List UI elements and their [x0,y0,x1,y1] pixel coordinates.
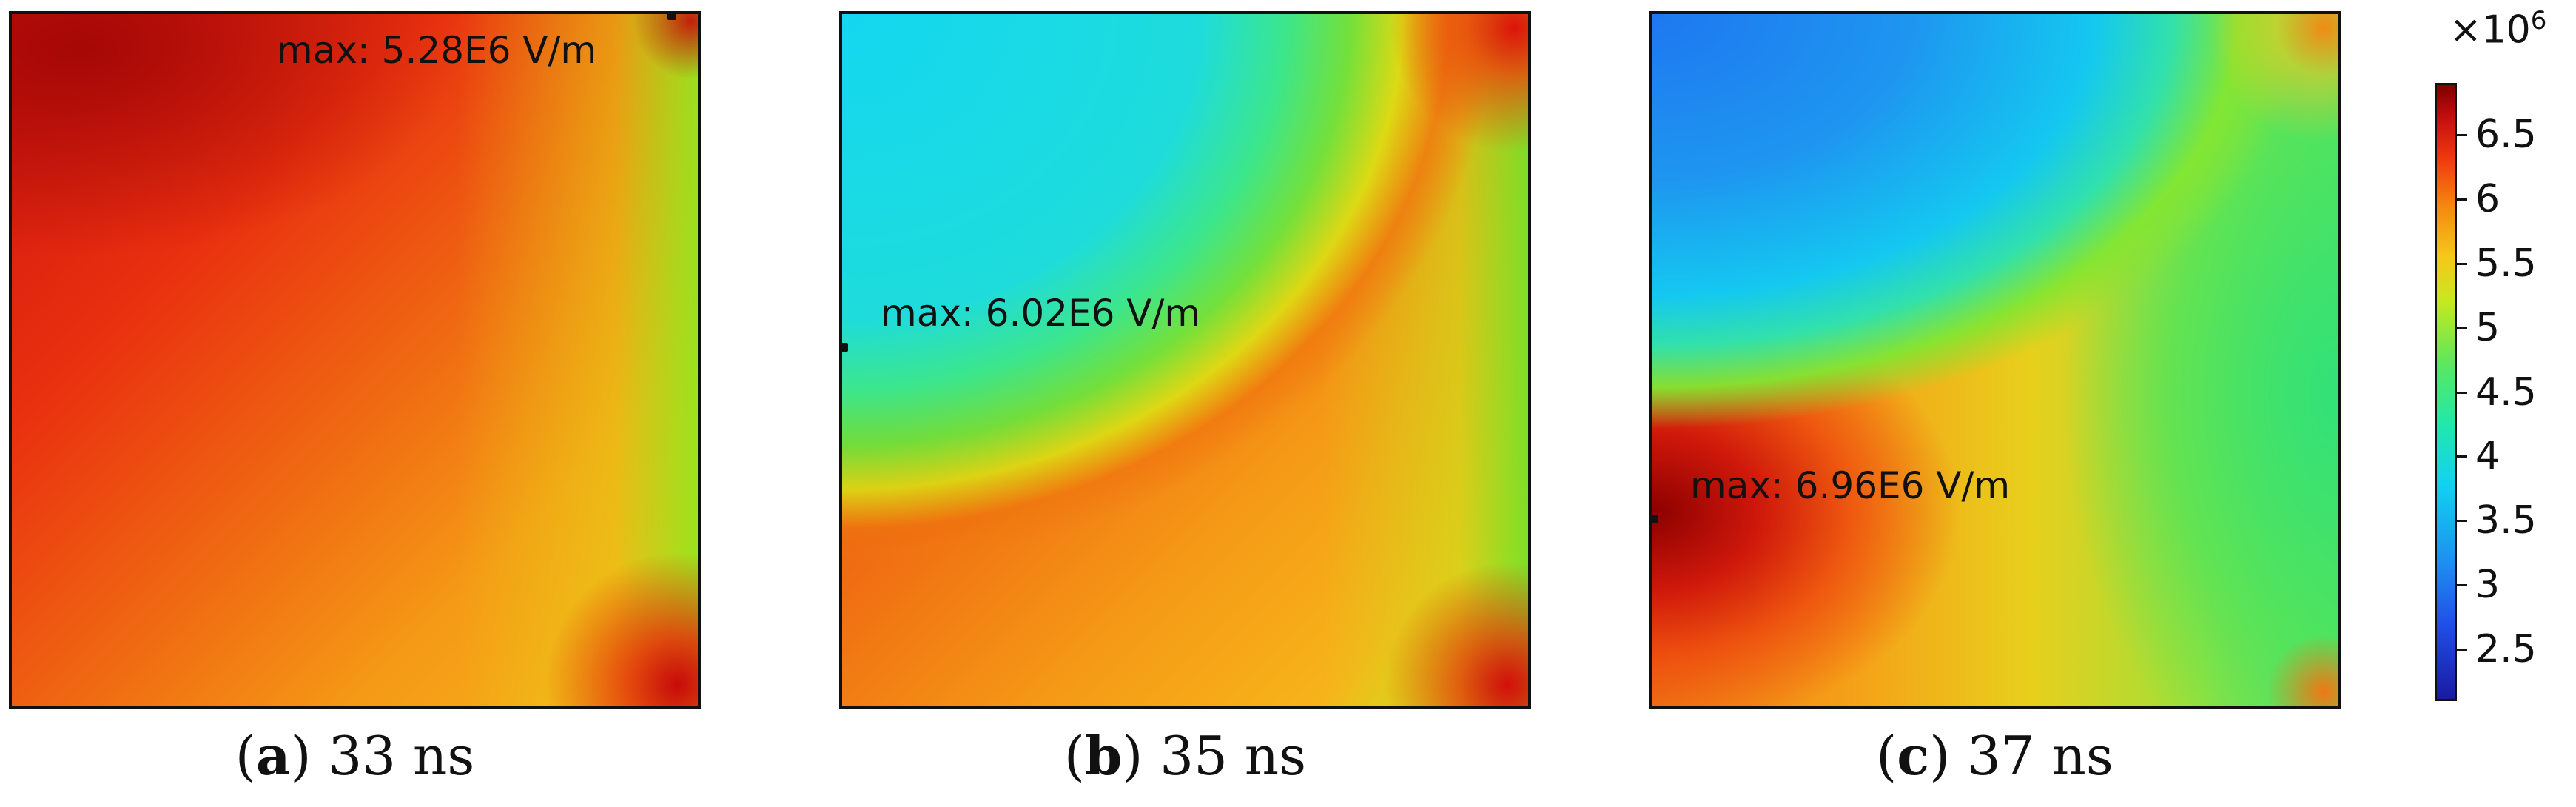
colorbar-tick-label: 6 [2475,176,2501,221]
max-label-b: max: 6.02E6 V/m [881,292,1201,335]
heatmap-panel-a: max: 5.28E6 V/m [9,11,701,709]
colorbar-tick-label: 2.5 [2475,627,2537,672]
max-label-a: max: 5.28E6 V/m [277,29,597,72]
colorbar-tick-label: 4.5 [2475,369,2537,415]
caption-b: (b) 35 ns [1063,724,1307,787]
colorbar [2435,83,2457,701]
max-marker-b [842,343,848,352]
colorbar-tick-label: 5 [2475,305,2501,350]
colorbar-multiplier-exp: 6 [2530,6,2547,36]
colorbar-tick-mark [2457,133,2467,136]
max-marker-a [667,14,676,20]
colorbar-tick-mark [2457,198,2467,201]
colorbar-tick-mark [2457,649,2467,652]
colorbar-tick-mark [2457,391,2467,394]
caption-letter-b: b [1084,724,1123,787]
colorbar-multiplier: ×106 [2449,6,2546,52]
caption-letter-c: c [1897,724,1930,787]
colorbar-tick-mark [2457,455,2467,458]
colorbar-tick-label: 3 [2475,563,2501,608]
colorbar-tick-mark [2457,520,2467,523]
colorbar-tick-label: 4 [2475,434,2501,479]
caption-a: (a) 33 ns [235,724,475,787]
caption-letter-a: a [255,724,291,787]
max-label-c: max: 6.96E6 V/m [1690,464,2011,507]
colorbar-tick-label: 5.5 [2475,241,2537,286]
colorbar-tick-mark [2457,584,2467,587]
max-marker-c [1652,515,1658,523]
heatmap-panel-b: max: 6.02E6 V/m [839,11,1531,709]
caption-time-b: 35 ns [1160,725,1307,787]
heatmap-panel-c: max: 6.96E6 V/m [1649,11,2341,709]
colorbar-tick-mark [2457,262,2467,265]
caption-time-c: 37 ns [1967,725,2113,787]
colorbar-multiplier-base: ×10 [2449,7,2531,53]
caption-c: (c) 37 ns [1876,724,2113,787]
colorbar-tick-mark [2457,327,2467,329]
colorbar-tick-label: 6.5 [2475,112,2537,157]
colorbar-tick-label: 3.5 [2475,498,2537,543]
caption-time-a: 33 ns [328,725,475,787]
